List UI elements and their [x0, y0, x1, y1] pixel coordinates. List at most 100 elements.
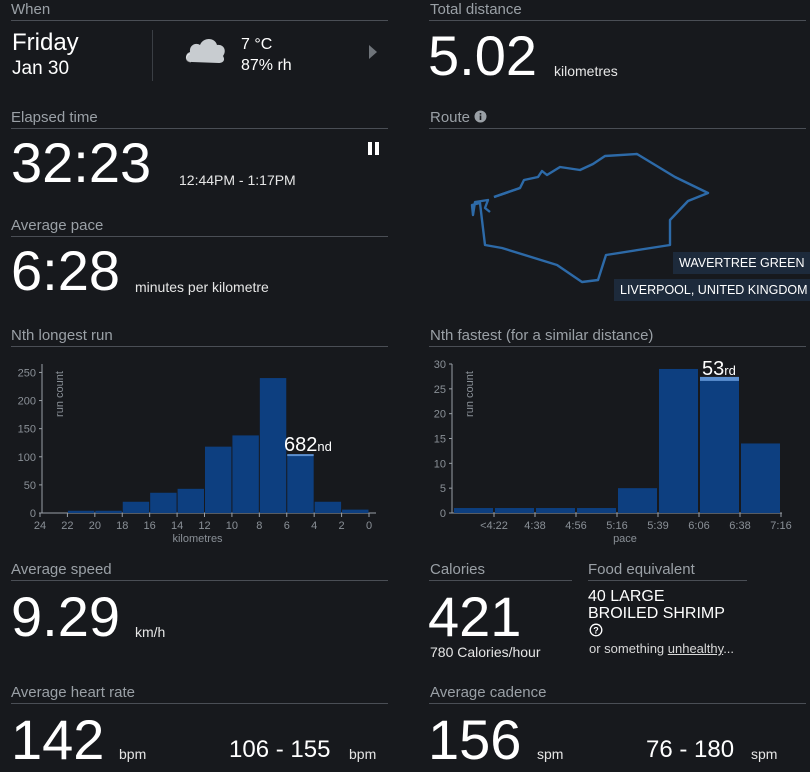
histogram-bar: [232, 435, 259, 513]
y-tick-label: 0: [440, 508, 446, 520]
food-label: Food equivalent: [588, 561, 695, 578]
histogram-bar: [314, 501, 342, 513]
place-tag: LIVERPOOL, UNITED KINGDOM: [614, 279, 810, 301]
y-tick-label: 5: [440, 483, 446, 495]
info-icon[interactable]: [474, 110, 487, 128]
histogram-bar: [454, 508, 493, 513]
histogram-bar: [495, 508, 534, 513]
distance-value: 5.02: [428, 24, 537, 87]
divider: [152, 30, 153, 81]
x-tick-label: 6: [284, 520, 290, 532]
heart-rate-range: 106 - 155: [229, 736, 331, 763]
x-tick-label: 6:06: [688, 520, 709, 532]
y-tick-label: 10: [434, 458, 446, 470]
histogram-bar: [95, 510, 122, 513]
divider: [11, 20, 388, 21]
divider: [429, 346, 806, 347]
divider: [429, 580, 572, 581]
elapsed-label: Elapsed time: [11, 109, 98, 126]
divider: [429, 703, 806, 704]
y-tick-label: 25: [434, 384, 446, 396]
x-tick-label: 4:38: [524, 520, 545, 532]
histogram-bar: [259, 378, 287, 513]
day-text: Friday: [12, 29, 79, 56]
heart-rate-unit: bpm: [119, 746, 147, 762]
x-tick-label: 24: [34, 520, 46, 532]
speed-value: 9.29: [11, 585, 120, 648]
chevron-right-icon[interactable]: [368, 44, 378, 65]
x-tick-label: 18: [116, 520, 128, 532]
rank-annotation: 682nd: [284, 434, 332, 456]
histogram-bar: [342, 509, 369, 513]
x-tick-label: 14: [171, 520, 183, 532]
food-alt: or something unhealthy...: [589, 641, 734, 656]
fastest-label: Nth fastest (for a similar distance): [430, 327, 654, 344]
y-tick-label: 15: [434, 434, 446, 446]
x-axis-title: kilometres: [172, 533, 223, 545]
y-tick-label: 250: [18, 367, 36, 379]
when-label: When: [11, 1, 51, 18]
histogram-bar: [287, 455, 314, 513]
x-tick-label: 16: [144, 520, 156, 532]
x-tick-label: 12: [198, 520, 210, 532]
divider: [429, 20, 806, 21]
divider: [11, 128, 388, 129]
divider: [11, 236, 388, 237]
y-tick-label: 200: [18, 396, 36, 408]
unhealthy-link[interactable]: unhealthy: [667, 641, 724, 656]
elapsed-value: 32:23: [11, 131, 152, 194]
food-line1: 40 LARGE: [588, 588, 665, 605]
x-tick-label: 10: [226, 520, 238, 532]
x-tick-label: 5:39: [647, 520, 668, 532]
histogram-bar: [741, 443, 780, 513]
heart-rate-range-unit: bpm: [349, 746, 377, 762]
divider: [429, 128, 806, 129]
pace-value: 6:28: [11, 239, 120, 302]
calories-label: Calories: [430, 561, 486, 578]
highlight-marker: [287, 454, 314, 457]
time-range: 12:44PM - 1:17PM: [179, 172, 296, 188]
pace-label: Average pace: [11, 217, 104, 234]
heart-rate-label: Average heart rate: [11, 684, 135, 701]
cadence-range: 76 - 180: [646, 736, 735, 763]
calories-per-hour: 780 Calories/hour: [430, 644, 541, 660]
x-tick-label: 22: [61, 520, 73, 532]
x-axis-title: pace: [613, 533, 637, 545]
divider: [11, 346, 388, 347]
food-alt-prefix: or something: [589, 641, 668, 656]
y-tick-label: 50: [24, 480, 36, 492]
pause-icon[interactable]: [368, 142, 379, 160]
heart-rate-value: 142: [11, 708, 105, 771]
question-circle-icon[interactable]: ?: [589, 623, 603, 642]
temperature: 7 °C: [241, 36, 273, 53]
histogram-bar: [700, 378, 739, 513]
histogram-bar: [205, 446, 232, 513]
histogram-bar: [177, 488, 204, 513]
x-tick-label: 0: [366, 520, 372, 532]
x-tick-label: 4:56: [565, 520, 586, 532]
humidity: 87% rh: [241, 57, 292, 74]
calories-value: 421: [428, 585, 522, 648]
speed-label: Average speed: [11, 561, 112, 578]
x-tick-label: 20: [89, 520, 101, 532]
y-tick-label: 20: [434, 409, 446, 421]
histogram-bar: [150, 492, 177, 513]
cadence-range-unit: spm: [751, 746, 778, 762]
histogram-bar: [659, 368, 698, 513]
y-tick-label: 100: [18, 452, 36, 464]
food-alt-suffix: ...: [723, 641, 735, 656]
cloud-icon: [182, 32, 228, 71]
pace-unit: minutes per kilometre: [135, 279, 269, 295]
longest-label: Nth longest run: [11, 327, 113, 344]
food-line2: BROILED SHRIMP: [588, 605, 725, 622]
histogram-bar: [536, 508, 575, 513]
route-label: Route: [430, 109, 471, 126]
x-tick-label: 8: [256, 520, 262, 532]
distance-label: Total distance: [430, 1, 522, 18]
x-tick-label: 5:16: [606, 520, 627, 532]
svg-text:?: ?: [593, 626, 599, 636]
fastest-run-chart: 0 5 10 15 20 25 30 <4:22 4:38 4:56 5:16 5:39 6:06 6:3…: [434, 358, 792, 545]
y-axis-title: run count: [54, 371, 66, 417]
x-tick-label: 4: [311, 520, 317, 532]
